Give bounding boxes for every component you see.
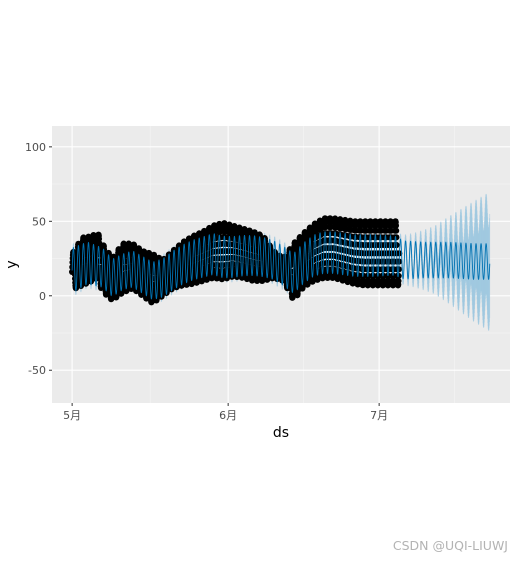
y-tick-label: -50 [28,364,46,377]
x-tick-label: 7月 [370,409,388,422]
y-axis-ticks: -50 0 50 100 [25,141,52,377]
observed-point [392,222,400,229]
y-tick-label: 0 [39,290,46,303]
x-axis-ticks: 5月 6月 7月 [63,403,388,422]
y-axis-title: y [4,260,20,268]
observed-point [395,277,402,285]
forecast-line [71,231,491,300]
x-axis-title: ds [273,425,289,441]
observed-point [393,227,400,234]
watermark: CSDN @UQI-LIUWJ [392,538,508,553]
observed-point [294,287,301,295]
y-tick-label: 100 [25,141,46,154]
x-tick-label: 6月 [219,409,237,422]
forecast-lines [71,231,491,300]
x-tick-label: 5月 [63,409,81,422]
y-tick-label: 50 [32,215,46,228]
